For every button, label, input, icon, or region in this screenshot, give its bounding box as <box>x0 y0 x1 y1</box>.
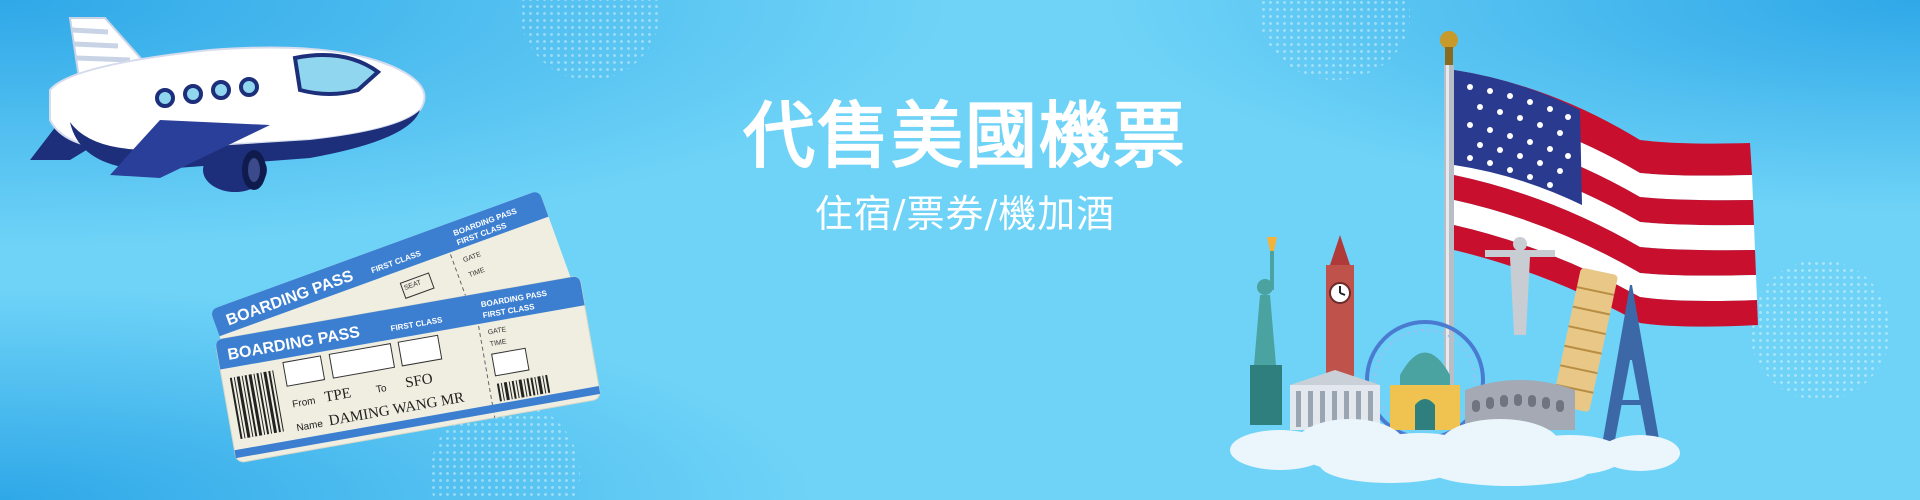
eiffel-tower-icon <box>1602 285 1660 445</box>
ticket-to-value: SFO <box>404 371 434 392</box>
ticket-to-label: To <box>375 383 388 396</box>
ticket-name-label: Name <box>296 419 325 435</box>
page-subtitle: 住宿/票券/機加酒 <box>814 192 1116 236</box>
boarding-pass-tickets: BOARDING PASS FIRST CLASS BOARDING PASS … <box>212 192 601 463</box>
dot-pattern <box>1750 260 1890 400</box>
taj-mahal-icon <box>1390 352 1460 430</box>
usa-flag-icon <box>1230 31 1758 486</box>
colosseum-icon <box>1465 380 1575 430</box>
barcode <box>229 370 284 440</box>
statue-of-liberty-icon <box>1250 237 1282 425</box>
stub-barcode <box>496 374 551 402</box>
christ-redeemer-icon <box>1485 237 1555 335</box>
clouds-decoration <box>1230 419 1680 486</box>
dot-pattern <box>520 0 660 80</box>
ticket-from-value: TPE <box>323 385 352 405</box>
page-title: 代售美國機票 <box>742 93 1187 178</box>
ticket-stub-time-label: TIME <box>489 338 507 348</box>
airplane-icon <box>30 17 426 192</box>
ticket-from-label: From <box>292 396 317 411</box>
ticket-stub-gate-label: GATE <box>487 326 507 336</box>
